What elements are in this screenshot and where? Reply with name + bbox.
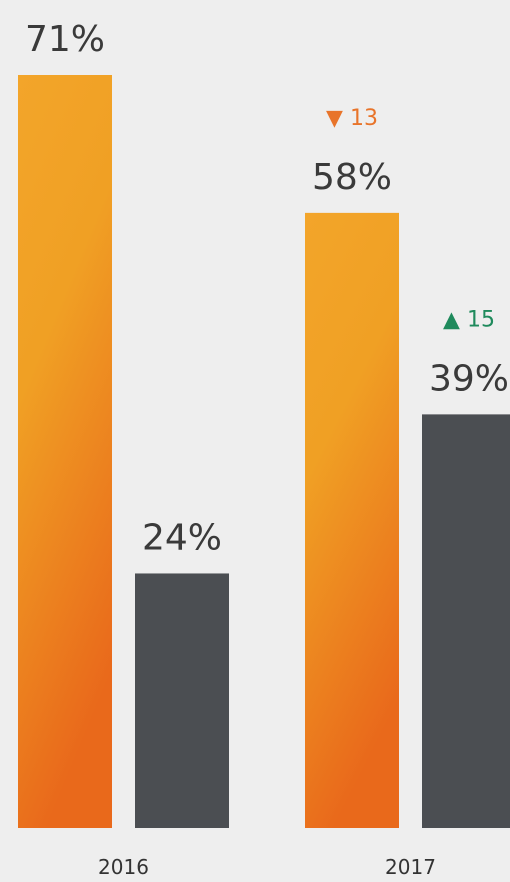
bar: [18, 75, 112, 828]
x-tick-label: 2016: [98, 855, 149, 879]
bar: [305, 212, 399, 829]
value-label: 58%: [312, 157, 392, 198]
bar: [422, 414, 510, 828]
change-label: ▼ 13: [326, 106, 378, 131]
value-label: 39%: [429, 358, 509, 399]
value-label: 71%: [25, 19, 105, 60]
value-label: 24%: [142, 517, 222, 558]
x-tick-label: 2017: [385, 855, 436, 879]
change-label: ▲ 15: [443, 307, 495, 332]
bar: [135, 573, 229, 828]
